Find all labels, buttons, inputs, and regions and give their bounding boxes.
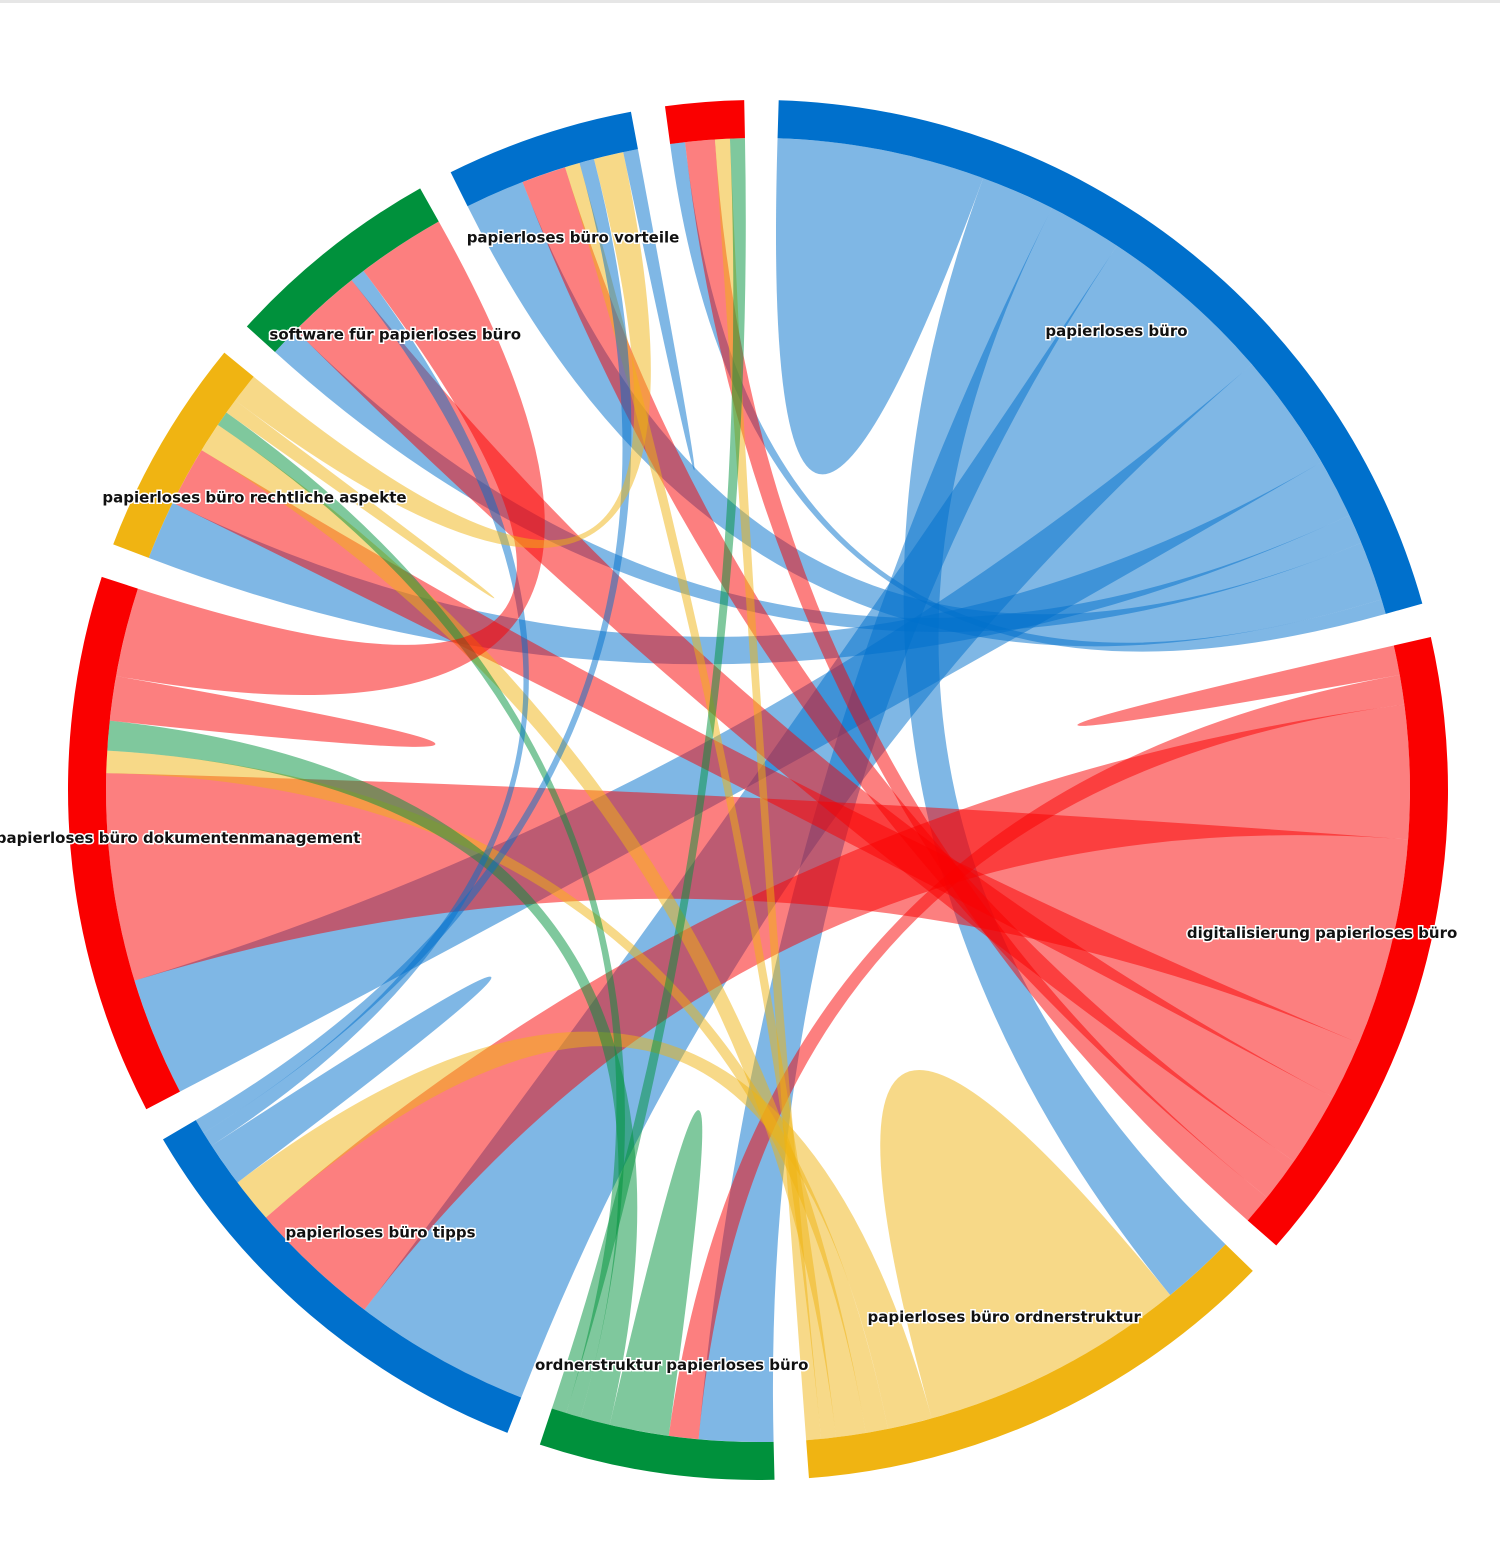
chord	[623, 149, 695, 471]
group-arc	[113, 352, 254, 558]
node-label: ordnerstruktur papierloses büro	[535, 1356, 808, 1374]
node-label: papierloses büro	[1045, 322, 1187, 340]
chord	[903, 178, 1226, 1296]
chords	[105, 138, 1410, 1442]
chord	[235, 152, 651, 549]
chord	[105, 773, 1409, 1044]
chord	[775, 138, 984, 475]
group-arcs	[67, 100, 1448, 1480]
node-label: papierloses büro rechtliche aspekte	[102, 489, 406, 507]
group-arc	[1247, 637, 1448, 1246]
top-border	[0, 0, 1500, 3]
chord	[698, 208, 1117, 1442]
chord	[880, 1070, 1171, 1419]
chord	[1077, 645, 1400, 726]
chord	[226, 400, 495, 599]
labels: papierloses büro digitalisierung papierlo…	[0, 227, 1459, 1375]
node-label: digitalisierung papierloses büro	[1187, 924, 1457, 942]
node-label: papierloses büro dokumentenmanagement	[0, 829, 360, 847]
chord	[211, 976, 492, 1183]
node-label: software für papierloses büro	[269, 325, 521, 343]
chord	[295, 280, 1334, 1162]
group-arc	[777, 100, 1423, 614]
node-label: papierloses büro vorteile	[467, 229, 680, 247]
chord	[116, 221, 545, 696]
group-arc	[67, 576, 180, 1110]
group-arc	[450, 111, 638, 207]
chord	[551, 138, 746, 1414]
node-label: papierloses büro tipps	[285, 1223, 475, 1241]
group-arc	[539, 1408, 775, 1480]
node-label: papierloses büro ordnerstruktur	[867, 1308, 1141, 1326]
chord	[714, 138, 822, 1441]
group-arc	[806, 1244, 1253, 1479]
chord	[109, 676, 436, 747]
group-arc	[162, 1120, 522, 1433]
chord	[609, 1110, 703, 1436]
chord	[265, 704, 1410, 1310]
group-arc	[246, 188, 439, 353]
chord	[467, 182, 1382, 647]
group-arc	[664, 100, 745, 144]
